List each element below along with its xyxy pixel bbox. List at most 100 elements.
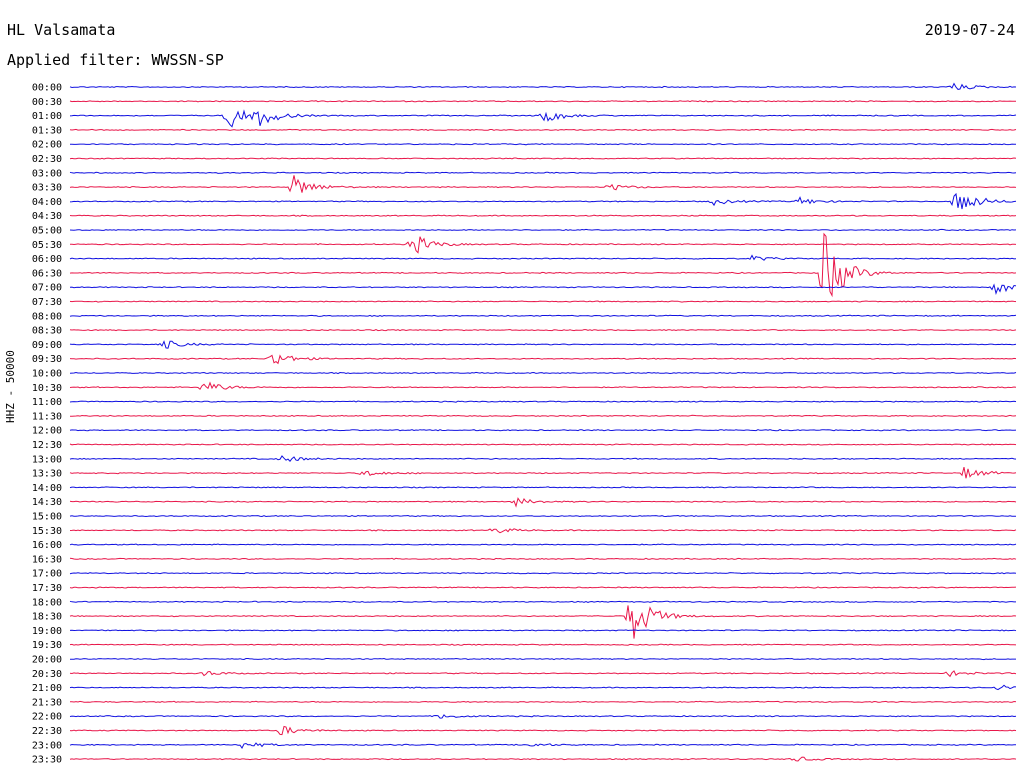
trace-row xyxy=(69,109,1017,128)
trace-row xyxy=(69,157,1017,160)
time-label: 17:30 xyxy=(32,583,62,594)
time-label: 07:00 xyxy=(32,283,62,294)
trace-row xyxy=(69,236,1017,254)
time-label: 18:00 xyxy=(32,597,62,608)
trace-layer xyxy=(69,82,1017,762)
trace-row xyxy=(69,340,1017,349)
time-label: 22:00 xyxy=(32,712,62,723)
trace-row xyxy=(69,657,1016,661)
trace-row xyxy=(69,214,1017,217)
trace-row xyxy=(69,586,1017,589)
trace-row xyxy=(69,414,1017,418)
trace-row xyxy=(69,700,1017,703)
time-label: 16:30 xyxy=(32,554,62,565)
time-label: 02:30 xyxy=(32,154,62,165)
trace-row xyxy=(69,314,1017,317)
trace-row xyxy=(69,557,1017,561)
trace-row xyxy=(69,572,1017,575)
trace-row xyxy=(69,605,1017,639)
trace-row xyxy=(69,643,1017,646)
time-label: 14:30 xyxy=(32,497,62,508)
trace-row xyxy=(69,400,1017,403)
time-label: 13:30 xyxy=(32,469,62,480)
trace-row xyxy=(69,742,1016,749)
date-label: 2019-07-24 xyxy=(924,21,1015,39)
trace-row xyxy=(69,192,1017,210)
trace-row xyxy=(69,443,1017,446)
time-label: 12:00 xyxy=(32,426,62,437)
trace-row xyxy=(69,670,1017,678)
time-label: 05:00 xyxy=(32,226,62,237)
time-label: 12:30 xyxy=(32,440,62,451)
time-label: 21:00 xyxy=(32,683,62,694)
time-label: 08:30 xyxy=(32,326,62,337)
trace-row xyxy=(69,543,1017,546)
time-label: 00:30 xyxy=(32,97,62,108)
time-label: 11:00 xyxy=(32,397,62,408)
trace-row xyxy=(69,128,1017,132)
trace-row xyxy=(69,283,1017,296)
trace-row xyxy=(70,143,1017,146)
time-label: 18:30 xyxy=(32,612,62,623)
time-label: 16:00 xyxy=(32,540,62,551)
time-label: 19:30 xyxy=(32,640,62,651)
time-label: 22:30 xyxy=(32,726,62,737)
trace-row xyxy=(69,228,1017,232)
trace-row xyxy=(69,232,1017,298)
time-label: 00:00 xyxy=(32,83,62,94)
time-label: 15:30 xyxy=(32,526,62,537)
time-label: 06:30 xyxy=(32,268,62,279)
time-label-layer: 00:00 00:30 01:00 01:30 02:00 02:30 03:00 03:30… xyxy=(32,83,62,766)
time-label: 19:00 xyxy=(32,626,62,637)
time-label: 01:30 xyxy=(32,125,62,136)
trace-row xyxy=(69,100,1016,103)
time-label: 04:00 xyxy=(32,197,62,208)
time-label: 04:30 xyxy=(32,211,62,222)
time-label: 23:00 xyxy=(32,740,62,751)
trace-row xyxy=(69,429,1017,432)
trace-row xyxy=(69,714,1017,719)
trace-row xyxy=(69,486,1016,489)
trace-row xyxy=(69,466,1017,479)
time-label: 10:00 xyxy=(32,369,62,380)
trace-row xyxy=(69,381,1017,390)
time-label: 07:30 xyxy=(32,297,62,308)
trace-row xyxy=(69,497,1017,508)
time-label: 21:30 xyxy=(32,697,62,708)
time-label: 14:00 xyxy=(32,483,62,494)
time-label: 02:00 xyxy=(32,140,62,151)
time-label: 11:30 xyxy=(32,411,62,422)
trace-row xyxy=(69,354,1017,365)
trace-row xyxy=(69,371,1017,375)
time-label: 15:00 xyxy=(32,512,62,523)
station-title: HL Valsamata xyxy=(7,21,116,39)
time-label: 09:00 xyxy=(32,340,62,351)
time-label: 23:30 xyxy=(32,755,62,766)
trace-row xyxy=(69,514,1017,518)
trace-row xyxy=(69,725,1017,736)
trace-row xyxy=(69,629,1017,632)
filter-label: Applied filter: WWSSN-SP xyxy=(7,51,224,69)
trace-row xyxy=(69,82,1017,90)
trace-row xyxy=(69,171,1017,174)
time-label: 20:30 xyxy=(32,669,62,680)
time-label: 05:30 xyxy=(32,240,62,251)
trace-row xyxy=(69,600,1016,603)
time-label: 10:30 xyxy=(32,383,62,394)
time-label: 01:00 xyxy=(32,111,62,122)
time-label: 03:30 xyxy=(32,183,62,194)
trace-row xyxy=(69,254,1017,261)
trace-row xyxy=(69,684,1017,691)
time-label: 06:00 xyxy=(32,254,62,265)
trace-row xyxy=(69,328,1017,332)
time-label: 13:00 xyxy=(32,454,62,465)
trace-row xyxy=(69,528,1017,534)
time-label: 08:00 xyxy=(32,311,62,322)
time-label: 09:30 xyxy=(32,354,62,365)
trace-row xyxy=(69,175,1017,193)
trace-row xyxy=(69,756,1017,762)
time-label: 20:00 xyxy=(32,655,62,666)
trace-row xyxy=(69,455,1017,462)
time-label: 03:00 xyxy=(32,168,62,179)
